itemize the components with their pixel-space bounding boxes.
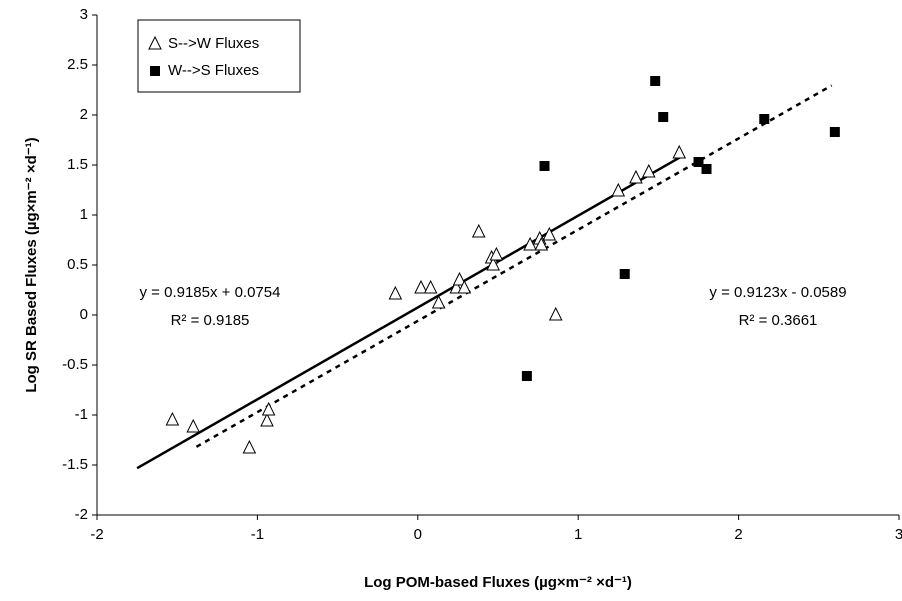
point [539, 161, 550, 171]
y-tick-label: 3 [80, 6, 88, 23]
point [548, 306, 563, 321]
legend-box [137, 19, 301, 93]
point [611, 182, 626, 197]
point [534, 236, 549, 251]
legend-marker [148, 35, 162, 50]
trendline-r2: R² = 0.9185 [171, 312, 250, 329]
point [829, 127, 840, 137]
point [423, 279, 438, 294]
point [486, 256, 500, 271]
point [489, 246, 504, 261]
y-tick-label: 1 [80, 206, 88, 223]
y-tick-label: 0 [80, 306, 88, 323]
trendline-equation: y = 0.9185x + 0.0754 [140, 284, 281, 301]
trendline [195, 84, 833, 448]
point [452, 271, 467, 286]
legend-marker [150, 66, 160, 76]
x-tick-label: -2 [90, 526, 103, 543]
point [658, 112, 669, 122]
x-tick-label: 0 [414, 526, 422, 543]
point [186, 418, 201, 433]
point [542, 226, 557, 241]
legend-label: S-->W Fluxes [168, 35, 259, 52]
point [457, 279, 472, 294]
x-tick-label: -1 [251, 526, 264, 543]
y-tick-label: 2 [80, 106, 88, 123]
point [388, 285, 403, 300]
y-tick-label: 2.5 [67, 56, 88, 73]
y-tick-label: 0.5 [67, 256, 88, 273]
point [672, 144, 687, 159]
y-tick-label: -1 [75, 406, 88, 423]
point [260, 412, 274, 427]
point [641, 163, 656, 178]
trendline-r2: R² = 0.3661 [739, 312, 818, 329]
x-tick-label: 3 [895, 526, 902, 543]
point [471, 223, 486, 238]
y-axis-label: Log SR Based Fluxes (µg×m⁻² ×d⁻¹) [23, 137, 40, 392]
point [619, 269, 630, 279]
point [693, 157, 704, 167]
point [242, 439, 257, 454]
x-tick-label: 2 [734, 526, 742, 543]
legend-label: W-->S Fluxes [168, 62, 259, 79]
point [165, 411, 180, 426]
trendline [136, 154, 684, 470]
y-tick-label: 1.5 [67, 156, 88, 173]
point [759, 114, 770, 124]
point [701, 164, 712, 174]
point [414, 279, 428, 294]
point [650, 76, 661, 86]
y-tick-label: -0.5 [62, 356, 88, 373]
point [261, 401, 276, 416]
x-axis-label: Log POM-based Fluxes (µg×m⁻² ×d⁻¹) [364, 574, 632, 591]
x-tick-label: 1 [574, 526, 582, 543]
point [521, 371, 532, 381]
point [629, 169, 643, 184]
point [431, 294, 446, 309]
y-tick-label: -1.5 [62, 456, 88, 473]
y-tick-label: -2 [75, 506, 88, 523]
point [523, 236, 537, 251]
trendline-equation: y = 0.9123x - 0.0589 [709, 284, 846, 301]
